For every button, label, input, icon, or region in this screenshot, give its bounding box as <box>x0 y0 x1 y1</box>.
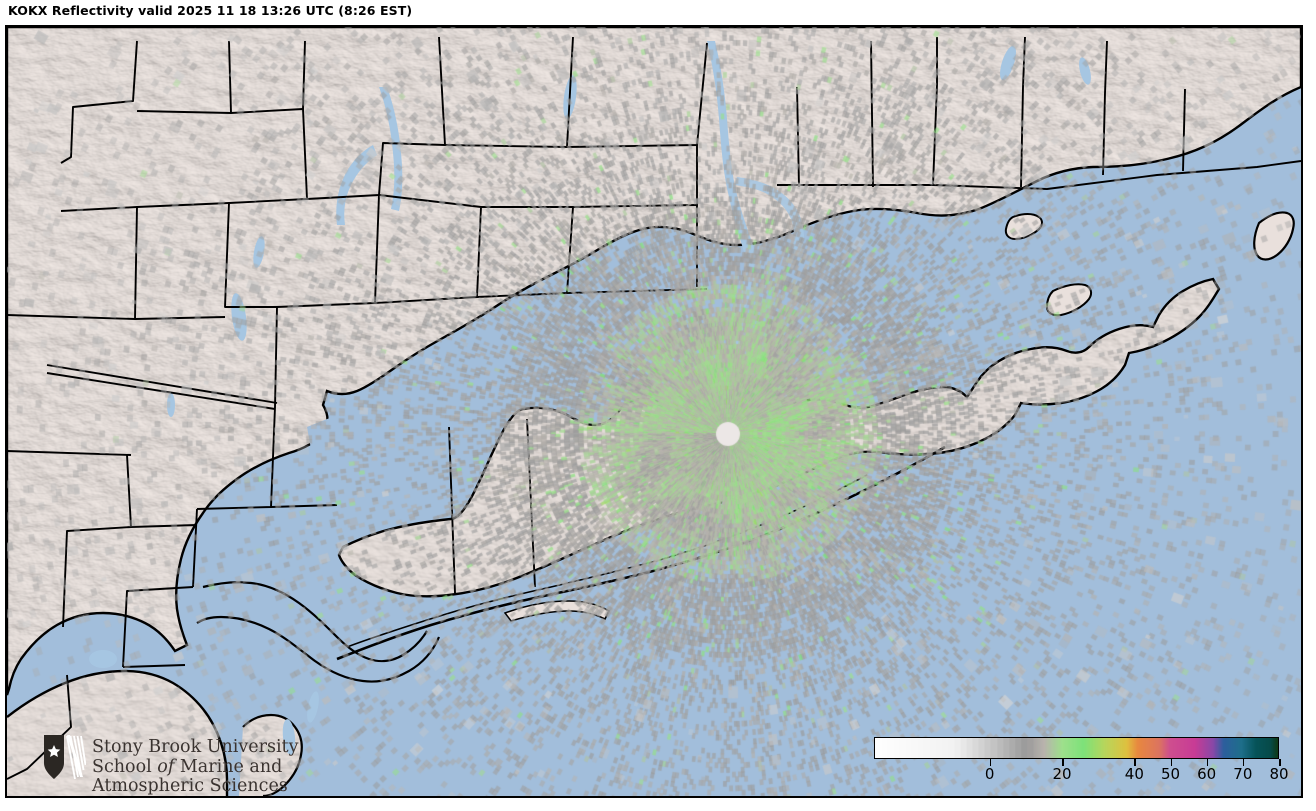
colorbar-tick-50 <box>1170 759 1173 766</box>
colorbar-label-0: 0 <box>984 765 995 783</box>
logo-line-3: Atmospheric Sciences <box>92 776 288 797</box>
colorbar-label-40: 40 <box>1124 765 1144 783</box>
page-title: KOKX Reflectivity valid 2025 11 18 13:26… <box>8 3 413 18</box>
colorbar-label-50: 50 <box>1160 765 1181 783</box>
colorbar-tick-80 <box>1279 759 1281 766</box>
colorbar-label-20: 20 <box>1052 765 1072 783</box>
stony-brook-logo: Stony Brook University School of Marine … <box>42 733 299 797</box>
colorbar-tick-20 <box>1062 759 1064 766</box>
logo-line-2a: School <box>92 756 158 777</box>
logo-line-2: School of Marine and <box>92 756 298 778</box>
colorbar-label-70: 70 <box>1233 765 1253 783</box>
shield-icon <box>44 735 86 780</box>
colorbar-tick-60 <box>1206 759 1209 766</box>
colorbar-tick-70 <box>1242 759 1245 766</box>
colorbar-gradient <box>874 737 1279 759</box>
reflectivity-colorbar[interactable]: 0 20 40 50 60 70 80 <box>869 732 1289 794</box>
map-frame[interactable]: 0 20 40 50 60 70 80 Stony Broo <box>5 25 1303 798</box>
radar-reflectivity-layer <box>7 27 1301 796</box>
logo-line-1: Stony Brook University <box>92 737 299 757</box>
logo-line-2b: Marine and <box>174 756 283 777</box>
colorbar-label-80: 80 <box>1269 765 1289 783</box>
colorbar-tick-0 <box>989 759 992 766</box>
logo-line-2-italic: of <box>157 756 175 777</box>
colorbar-tick-40 <box>1134 759 1136 766</box>
logo-text: Stony Brook University School of Marine … <box>92 737 299 797</box>
colorbar-label-60: 60 <box>1197 765 1217 783</box>
map-canvas-clip <box>7 27 1301 796</box>
